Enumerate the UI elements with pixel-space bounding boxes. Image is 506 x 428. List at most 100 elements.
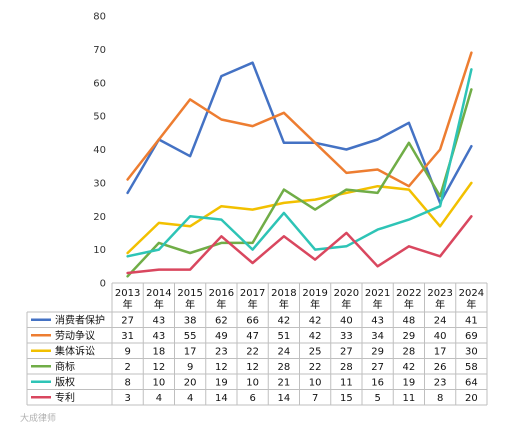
x-tick-label-year: 2016 <box>209 288 234 299</box>
data-cell: 43 <box>153 331 166 342</box>
data-cell: 64 <box>465 377 478 388</box>
data-cell: 17 <box>434 346 447 357</box>
data-cell: 26 <box>434 362 447 373</box>
data-cell: 4 <box>187 393 193 404</box>
x-tick-label-unit: 年 <box>404 298 414 311</box>
data-cell: 27 <box>121 315 134 326</box>
series-name: 商标 <box>55 360 75 373</box>
data-cell: 55 <box>184 331 197 342</box>
y-tick-label: 60 <box>93 78 106 89</box>
y-tick-label: 20 <box>93 212 106 223</box>
y-tick-label: 50 <box>93 112 106 123</box>
data-cell: 30 <box>465 346 478 357</box>
data-cell: 4 <box>156 393 162 404</box>
data-cell: 29 <box>403 331 416 342</box>
data-cell: 34 <box>371 331 384 342</box>
data-cell: 5 <box>374 393 380 404</box>
data-cell: 27 <box>371 362 384 373</box>
data-cell: 22 <box>309 362 322 373</box>
data-cell: 19 <box>403 377 416 388</box>
data-cell: 11 <box>340 377 353 388</box>
data-cell: 33 <box>340 331 353 342</box>
x-tick-label-year: 2020 <box>334 288 359 299</box>
data-cell: 18 <box>153 346 166 357</box>
data-cell: 23 <box>434 377 447 388</box>
data-cell: 9 <box>187 362 193 373</box>
data-cell: 10 <box>309 377 322 388</box>
x-tick-label-year: 2024 <box>459 288 484 299</box>
data-cell: 40 <box>340 315 353 326</box>
data-cell: 10 <box>153 377 166 388</box>
data-cell: 28 <box>403 346 416 357</box>
x-tick-label-year: 2013 <box>115 288 140 299</box>
data-cell: 23 <box>215 346 228 357</box>
x-tick-label-year: 2019 <box>302 288 327 299</box>
series-name: 劳动争议 <box>55 329 95 342</box>
x-tick-label-unit: 年 <box>216 298 226 311</box>
data-cell: 2 <box>124 362 130 373</box>
data-cell: 62 <box>215 315 228 326</box>
series-line-1 <box>126 51 473 188</box>
data-cell: 69 <box>465 331 478 342</box>
y-tick-label: 10 <box>93 245 106 256</box>
x-tick-label-year: 2014 <box>146 288 171 299</box>
series-name: 专利 <box>55 391 75 404</box>
data-cell: 16 <box>371 377 384 388</box>
data-cell: 10 <box>246 377 259 388</box>
data-cell: 3 <box>124 393 130 404</box>
data-cell: 9 <box>124 346 130 357</box>
x-tick-label-unit: 年 <box>435 298 445 311</box>
data-cell: 66 <box>246 315 259 326</box>
data-cell: 22 <box>246 346 259 357</box>
x-tick-label-unit: 年 <box>248 298 258 311</box>
series-line-4 <box>126 68 473 258</box>
x-tick-label-unit: 年 <box>279 298 289 311</box>
data-cell: 43 <box>371 315 384 326</box>
data-cell: 6 <box>249 393 255 404</box>
data-cell: 8 <box>437 393 443 404</box>
data-cell: 42 <box>403 362 416 373</box>
data-cell: 43 <box>153 315 166 326</box>
y-tick-label: 40 <box>93 145 106 156</box>
data-cell: 24 <box>278 346 291 357</box>
series-lines <box>126 51 473 278</box>
data-cell: 48 <box>403 315 416 326</box>
data-cell: 7 <box>312 393 318 404</box>
x-tick-label-year: 2021 <box>365 288 390 299</box>
data-cell: 42 <box>309 331 322 342</box>
x-tick-label-unit: 年 <box>154 298 164 311</box>
series-line-2 <box>126 181 473 255</box>
y-tick-label: 80 <box>93 12 106 23</box>
x-tick-label-year: 2022 <box>396 288 421 299</box>
y-tick-label: 0 <box>100 279 106 290</box>
x-tick-label-unit: 年 <box>123 298 133 311</box>
x-tick-label-year: 2023 <box>427 288 452 299</box>
data-cell: 28 <box>340 362 353 373</box>
data-cell: 11 <box>403 393 416 404</box>
data-cell: 25 <box>309 346 322 357</box>
data-cell: 40 <box>434 331 447 342</box>
data-cell: 51 <box>278 331 291 342</box>
data-cell: 12 <box>215 362 228 373</box>
series-name: 消费者保护 <box>55 313 105 326</box>
data-cell: 12 <box>153 362 166 373</box>
data-cell: 14 <box>215 393 228 404</box>
x-tick-label-year: 2017 <box>240 288 265 299</box>
data-cell: 24 <box>434 315 447 326</box>
data-cell: 28 <box>278 362 291 373</box>
series-line-3 <box>126 88 473 278</box>
data-cell: 20 <box>465 393 478 404</box>
data-cell: 49 <box>215 331 228 342</box>
y-tick-label: 30 <box>93 178 106 189</box>
data-cell: 14 <box>278 393 291 404</box>
data-cell: 31 <box>121 331 134 342</box>
data-cell: 19 <box>215 377 228 388</box>
data-cell: 38 <box>184 315 197 326</box>
data-cell: 29 <box>371 346 384 357</box>
series-name: 集体诉讼 <box>55 344 95 357</box>
watermark: 大成律师 <box>20 412 56 424</box>
watermark-text: 大成律师 <box>20 412 56 424</box>
data-cell: 58 <box>465 362 478 373</box>
